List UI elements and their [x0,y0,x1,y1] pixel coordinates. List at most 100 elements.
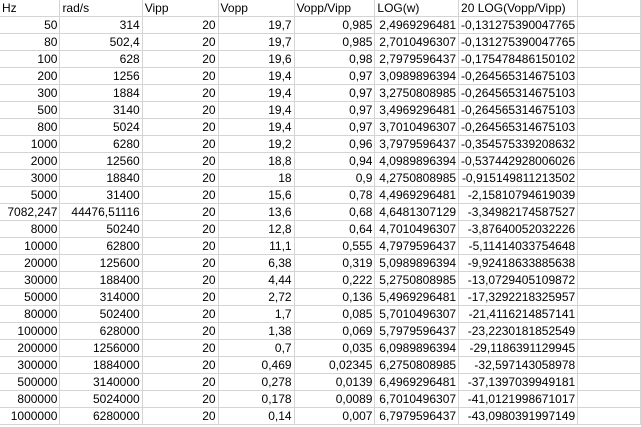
cell-vipp[interactable]: 20 [142,373,219,391]
cell-20log[interactable]: -21,4116214857141 [458,305,579,323]
cell-vopp[interactable]: 1,7 [218,305,295,323]
cell-hz[interactable]: 200000 [0,339,61,357]
cell-vopp-vipp[interactable]: 0,97 [294,67,376,85]
cell-vipp[interactable]: 20 [142,237,219,255]
cell-rad-s[interactable]: 6280000 [59,407,143,425]
cell-rad-s[interactable]: 3140 [59,101,143,119]
empty-cell[interactable] [577,33,641,51]
cell-hz[interactable]: 2000 [0,152,61,170]
cell-vopp[interactable]: 15,6 [218,186,295,204]
cell-hz[interactable]: 30000 [0,271,61,289]
cell-rad-s[interactable]: 3140000 [59,373,143,391]
empty-cell[interactable] [577,356,641,374]
header-vipp[interactable]: Vipp [142,0,219,17]
cell-rad-s[interactable]: 50240 [59,220,143,238]
cell-vopp-vipp[interactable]: 0,0139 [294,373,376,391]
cell-20log[interactable]: -29,1186391129945 [458,339,579,357]
cell-vopp[interactable]: 12,8 [218,220,295,238]
cell-rad-s[interactable]: 628000 [59,322,143,340]
cell-hz[interactable]: 800000 [0,390,61,408]
cell-vopp-vipp[interactable]: 0,98 [294,50,376,68]
cell-vopp-vipp[interactable]: 0,985 [294,16,376,34]
cell-20log[interactable]: -0,131275390047765 [458,33,579,51]
cell-log-w[interactable]: 4,2750808985 [374,169,460,187]
empty-cell[interactable] [577,152,641,170]
header-rad-s[interactable]: rad/s [59,0,143,17]
cell-log-w[interactable]: 3,7979596437 [374,135,460,153]
cell-rad-s[interactable]: 44476,51116 [59,203,143,221]
cell-vipp[interactable]: 20 [142,33,219,51]
header-log-w[interactable]: LOG(w) [374,0,460,17]
cell-rad-s[interactable]: 502400 [59,305,143,323]
cell-log-w[interactable]: 4,7010496307 [374,220,460,238]
cell-hz[interactable]: 10000 [0,237,61,255]
cell-20log[interactable]: -0,264565314675103 [458,84,579,102]
cell-vopp[interactable]: 11,1 [218,237,295,255]
cell-log-w[interactable]: 5,2750808985 [374,271,460,289]
cell-20log[interactable]: -0,354575339208632 [458,135,579,153]
empty-cell[interactable] [577,67,641,85]
cell-vopp-vipp[interactable]: 0,555 [294,237,376,255]
cell-vopp-vipp[interactable]: 0,97 [294,118,376,136]
cell-hz[interactable]: 300000 [0,356,61,374]
cell-hz[interactable]: 50000 [0,288,61,306]
cell-vopp-vipp[interactable]: 0,78 [294,186,376,204]
cell-vopp-vipp[interactable]: 0,007 [294,407,376,425]
cell-rad-s[interactable]: 18840 [59,169,143,187]
cell-vopp[interactable]: 19,7 [218,16,295,34]
cell-log-w[interactable]: 6,4969296481 [374,373,460,391]
cell-vipp[interactable]: 20 [142,339,219,357]
cell-hz[interactable]: 500000 [0,373,61,391]
cell-vopp[interactable]: 18,8 [218,152,295,170]
cell-hz[interactable]: 500 [0,101,61,119]
cell-hz[interactable]: 1000 [0,135,61,153]
cell-rad-s[interactable]: 5024 [59,118,143,136]
cell-vipp[interactable]: 20 [142,186,219,204]
empty-cell[interactable] [577,169,641,187]
cell-vopp-vipp[interactable]: 0,0089 [294,390,376,408]
cell-vipp[interactable]: 20 [142,390,219,408]
cell-vopp-vipp[interactable]: 0,9 [294,169,376,187]
cell-vipp[interactable]: 20 [142,135,219,153]
cell-vopp-vipp[interactable]: 0,069 [294,322,376,340]
cell-20log[interactable]: -0,175478486150102 [458,50,579,68]
cell-vopp[interactable]: 1,38 [218,322,295,340]
cell-vipp[interactable]: 20 [142,50,219,68]
cell-log-w[interactable]: 3,0989896394 [374,67,460,85]
cell-log-w[interactable]: 4,0989896394 [374,152,460,170]
cell-vopp[interactable]: 0,14 [218,407,295,425]
cell-vopp[interactable]: 2,72 [218,288,295,306]
cell-vopp-vipp[interactable]: 0,222 [294,271,376,289]
cell-log-w[interactable]: 3,2750808985 [374,84,460,102]
cell-20log[interactable]: -0,264565314675103 [458,101,579,119]
cell-20log[interactable]: -13,0729405109872 [458,271,579,289]
empty-cell[interactable] [577,186,641,204]
cell-vopp[interactable]: 0,469 [218,356,295,374]
cell-vipp[interactable]: 20 [142,356,219,374]
cell-hz[interactable]: 100000 [0,322,61,340]
cell-rad-s[interactable]: 314000 [59,288,143,306]
cell-log-w[interactable]: 5,4969296481 [374,288,460,306]
cell-vipp[interactable]: 20 [142,407,219,425]
cell-vipp[interactable]: 20 [142,84,219,102]
empty-cell[interactable] [577,84,641,102]
cell-vopp[interactable]: 19,6 [218,50,295,68]
cell-vopp-vipp[interactable]: 0,68 [294,203,376,221]
cell-20log[interactable]: -41,0121998671017 [458,390,579,408]
empty-cell[interactable] [577,50,641,68]
cell-hz[interactable]: 8000 [0,220,61,238]
cell-log-w[interactable]: 6,2750808985 [374,356,460,374]
cell-log-w[interactable]: 3,4969296481 [374,101,460,119]
cell-rad-s[interactable]: 31400 [59,186,143,204]
cell-20log[interactable]: -0,264565314675103 [458,67,579,85]
header-20log[interactable]: 20 LOG(Vopp/Vipp) [458,0,579,17]
empty-cell[interactable] [577,339,641,357]
cell-vopp[interactable]: 18 [218,169,295,187]
empty-cell[interactable] [577,271,641,289]
cell-hz[interactable]: 200 [0,67,61,85]
cell-vopp-vipp[interactable]: 0,02345 [294,356,376,374]
cell-hz[interactable]: 80000 [0,305,61,323]
cell-rad-s[interactable]: 125600 [59,254,143,272]
cell-vopp-vipp[interactable]: 0,97 [294,84,376,102]
cell-hz[interactable]: 1000000 [0,407,61,425]
